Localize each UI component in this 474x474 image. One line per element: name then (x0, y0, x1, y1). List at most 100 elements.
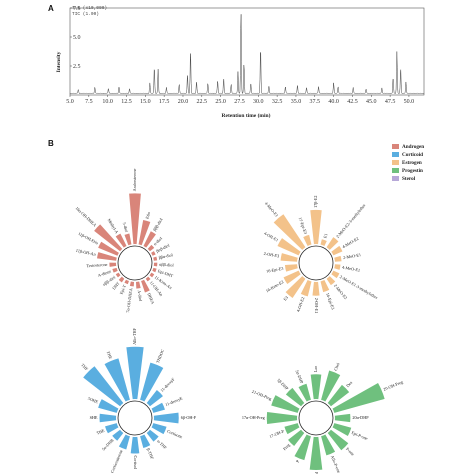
x-axis-label: Retention time (min) (222, 112, 271, 119)
radial-bar (149, 272, 155, 278)
radial-bar-label: 4-OH-E2 (295, 296, 305, 312)
y-axis-label: Intensity (56, 51, 62, 72)
radial-bar-label: Lan (313, 365, 318, 372)
radial-bar (320, 280, 330, 293)
radial-bar (151, 251, 156, 256)
legend-swatch (392, 168, 399, 173)
radial-bar-label: P-diol (314, 472, 319, 474)
radial-bar-label: 16-Epi-E3 (325, 292, 336, 310)
radial-bar (285, 276, 306, 298)
legend-label: Sterol (402, 176, 416, 182)
radial-bar-label: ββα-diol (158, 252, 174, 260)
x-tick-label: 22.5 (197, 99, 208, 105)
radial-bar-label: 2-OH-E3 (263, 251, 279, 259)
radial-bar-label: E3 (282, 295, 289, 302)
legend-swatch (392, 176, 399, 181)
legend-label: Progestin (402, 168, 423, 174)
x-tick-label: 42.5 (347, 99, 358, 105)
x-tick-label: 40.0 (328, 99, 339, 105)
x-tick-label: 35.0 (291, 99, 302, 105)
radial-bar-label: Preg (282, 442, 292, 452)
radial-bar (266, 412, 298, 424)
x-tick-label: 32.5 (272, 99, 283, 105)
radial-bar (332, 423, 352, 437)
radial-bar (112, 429, 124, 441)
y-tick-label: 2.5 (73, 64, 81, 70)
x-tick-label: 45.0 (366, 99, 377, 105)
radial-bar (152, 267, 157, 273)
radial-inner-ring (117, 400, 153, 436)
radial-bar (321, 370, 341, 402)
radial-bar (332, 382, 385, 413)
radial-bar (153, 412, 179, 424)
radial-bar-label: 5-diol (122, 222, 130, 234)
radial-bar-label: A-diol (137, 290, 144, 302)
radial-bar-label: Allo-P-one (330, 455, 342, 474)
radial-bar-label: 2-OH-E1 (314, 298, 319, 314)
radial-bar-label: βββ-diol (152, 216, 164, 232)
radial-bar-label: 5α-DHP (294, 369, 304, 385)
radial-bar-label: Testosterone (86, 262, 108, 268)
radial-bar (320, 239, 327, 246)
radial-bar-label: 4-MeO-E1 (342, 265, 361, 273)
radial-bar (327, 384, 350, 407)
radial-bar-label: 2-MeO-E2-3-methylether (335, 202, 367, 239)
radial-bar-label: 20-OH-Preg (383, 379, 405, 392)
radial-bar-label: SHE (90, 415, 98, 420)
radial-bar-label: P-one (345, 446, 356, 457)
radial-bar (300, 280, 312, 297)
chromatogram-plot: 7.5 (x10,000) TIC (1.00) Intensity Reten… (56, 5, 425, 119)
radial-bar-label: Cortisol (133, 456, 138, 470)
radial-bar (98, 241, 119, 256)
tic-trace (69, 14, 425, 94)
radial-bar (129, 193, 141, 245)
radial-bar (140, 434, 151, 448)
radial-bar (147, 244, 155, 252)
radial-bar (273, 214, 306, 250)
radial-bar-label: 2-MeO-E2 (333, 283, 348, 300)
radial-bar (277, 238, 301, 256)
chromatogram-header-2: TIC (1.00) (72, 11, 99, 17)
radial-bar (310, 209, 322, 245)
radial-bar-label: 5α-DHB (101, 438, 115, 452)
radial-bar (138, 220, 151, 246)
radial-bar-label: P (295, 459, 301, 464)
radial-bar-label: 2-MeO-E1 (343, 252, 362, 260)
x-tick-label: 7.5 (85, 99, 93, 105)
radial-bar (334, 413, 351, 423)
radial-bar (145, 276, 151, 282)
radial-bar (124, 279, 129, 285)
x-tick-label: 10.0 (102, 99, 113, 105)
legend: Androgen Corticoid Estrogen Progestin Sterol (392, 144, 424, 182)
radial-bar (94, 224, 123, 252)
legend-swatch (392, 160, 399, 165)
radial-bar-label: Cortisone (166, 428, 183, 439)
radial-bar (321, 434, 336, 456)
radial-bar (280, 253, 298, 262)
radial-bar (288, 429, 305, 446)
radial-bar (97, 252, 117, 261)
radial-bar (298, 383, 311, 402)
radial-bar-label: 11-deoxyF (159, 376, 176, 393)
radial-bar (326, 276, 336, 286)
radial-bar (129, 281, 135, 287)
x-tick-label: 5.0 (66, 99, 74, 105)
radial-bar (130, 436, 140, 454)
legend-label: Corticoid (402, 152, 423, 158)
radial-bar-label: THF (80, 362, 90, 372)
legend-label: Androgen (402, 144, 424, 150)
radial-bar (140, 362, 164, 402)
radial-bar-label: Etio (144, 211, 151, 219)
radial-bar-label: 4-MeO-E2 (341, 236, 359, 249)
radial-bar-label: THDOC (155, 348, 165, 363)
radial-bar-label: βαβ-diol (155, 242, 171, 253)
radial-bar-label: DHEA (146, 292, 155, 305)
radial-bar (112, 267, 118, 273)
radial-bar-label: 6β-OH-F (181, 415, 197, 420)
radial-inner-ring (298, 400, 334, 436)
radial-bar-label: Des (345, 380, 353, 388)
x-tick-label: 15.0 (140, 99, 151, 105)
radial-bar (135, 281, 141, 289)
